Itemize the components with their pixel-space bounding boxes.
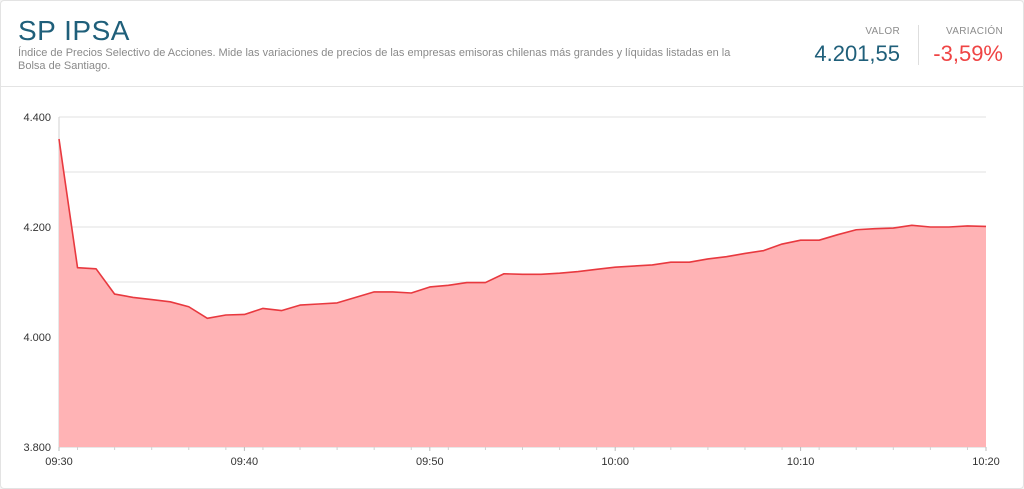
y-tick-label: 4.400: [23, 112, 51, 124]
variation-stat: VARIACIÓN -3,59%: [933, 26, 1003, 67]
variation-amount: -3,59%: [933, 41, 1003, 66]
price-area-chart[interactable]: 3.800 4.000 4.200 4.400 09:30 09:40 09:50 10:00…: [1, 87, 1023, 488]
y-tick-label: 4.000: [23, 332, 51, 344]
x-tick-label: 10:00: [601, 456, 629, 468]
x-tick-label: 09:50: [416, 456, 444, 468]
stat-divider: [918, 25, 919, 65]
value-amount: 4.201,55: [814, 41, 900, 66]
x-tick-label: 10:10: [787, 456, 815, 468]
x-tick-label: 09:40: [231, 456, 259, 468]
value-stat: VALOR 4.201,55: [814, 26, 900, 67]
series-area: [59, 139, 986, 447]
variation-label: VARIACIÓN: [946, 26, 1003, 37]
series-line[interactable]: [58, 138, 987, 320]
card-header: SP IPSA Índice de Precios Selectivo de A…: [1, 1, 1023, 87]
y-tick-label: 4.200: [23, 222, 51, 234]
x-tick-label: 09:30: [45, 456, 73, 468]
x-tick-label: 10:20: [972, 456, 1000, 468]
index-title: SP IPSA: [18, 15, 130, 46]
chart-area: 3.800 4.000 4.200 4.400 09:30 09:40 09:50 10:00…: [1, 87, 1023, 488]
index-description: Índice de Precios Selectivo de Acciones.…: [18, 47, 731, 72]
y-tick-label: 3.800: [23, 442, 51, 454]
value-label: VALOR: [865, 26, 900, 37]
